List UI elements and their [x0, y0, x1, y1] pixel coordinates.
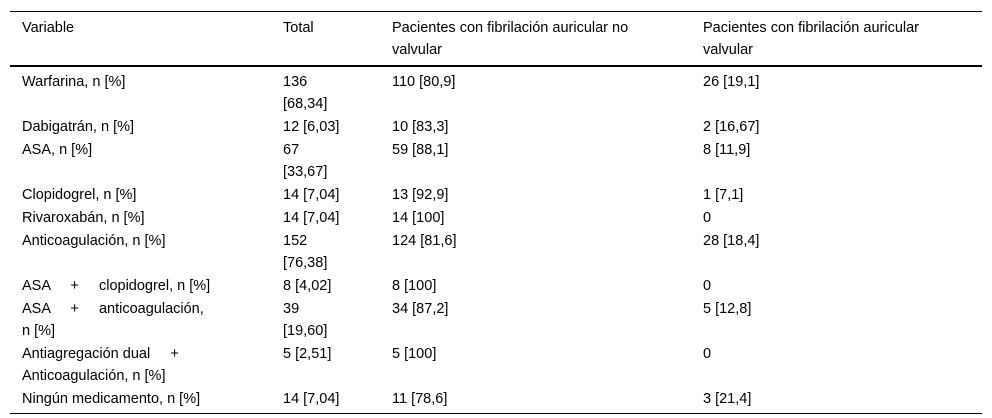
column-header-total: Total [283, 11, 392, 67]
cell-no-valvular: 124 [81,6] [392, 233, 457, 249]
table-row: ASA + anticoagulación, n [%] 39 [19,60] … [10, 297, 982, 342]
cell-valvular: 0 [703, 346, 712, 362]
table-row: Clopidogrel, n [%] 14 [7,04] 13 [92,9] 1… [10, 183, 982, 206]
header-row: Variable Total Pacientes con fibrilación… [10, 11, 982, 67]
column-header-variable: Variable [10, 11, 283, 67]
table-row: Anticoagulación, n [%] 152 [76,38] 124 [… [10, 229, 982, 274]
cell-valvular: 5 [12,8] [703, 301, 752, 317]
table-body: Warfarina, n [%] 136 [68,34] 110 [80,9] … [10, 66, 982, 414]
cell-variable: Anticoagulación, n [%] [22, 233, 166, 249]
cell-no-valvular: 11 [78,6] [392, 387, 703, 414]
table-row: Antiagregación dual + Anticoagulación, n… [10, 342, 982, 387]
cell-valvular: 0 [703, 210, 712, 226]
cell-total: 8 [4,02] [283, 278, 332, 294]
cell-valvular: 2 [16,67] [703, 119, 760, 135]
cell-total: 5 [2,51] [283, 346, 332, 362]
cell-variable: ASA, n [%] [22, 142, 93, 158]
cell-total: 39 [19,60] [283, 301, 328, 339]
cell-total: 12 [6,03] [283, 119, 340, 135]
cell-no-valvular: 34 [87,2] [392, 301, 449, 317]
cell-valvular: 28 [18,4] [703, 233, 760, 249]
cell-valvular: 0 [703, 278, 712, 294]
cell-total: 136 [68,34] [283, 74, 328, 112]
cell-variable: ASA + anticoagulación, n [%] [22, 301, 204, 339]
cell-variable: Ningún medicamento, n [%] [10, 387, 283, 414]
cell-no-valvular: 8 [100] [392, 278, 437, 294]
cell-total: 152 [76,38] [283, 233, 328, 271]
column-header-valvular: Pacientes con fibrilación auricular valv… [703, 11, 982, 67]
cell-variable: ASA + clopidogrel, n [%] [22, 278, 211, 294]
table-header: Variable Total Pacientes con fibrilación… [10, 11, 982, 67]
cell-valvular: 1 [7,1] [703, 187, 744, 203]
column-header-no-valvular: Pacientes con fibrilación auricular no v… [392, 11, 703, 67]
cell-total: 14 [7,04] [283, 210, 340, 226]
cell-valvular: 3 [21,4] [703, 387, 982, 414]
cell-variable: Dabigatrán, n [%] [22, 119, 135, 135]
table-row: Warfarina, n [%] 136 [68,34] 110 [80,9] … [10, 66, 982, 115]
cell-variable: Rivaroxabán, n [%] [22, 210, 145, 226]
table-row: ASA + clopidogrel, n [%] 8 [4,02] 8 [100… [10, 274, 982, 297]
table-row: Dabigatrán, n [%] 12 [6,03] 10 [83,3] 2 … [10, 115, 982, 138]
cell-variable: Clopidogrel, n [%] [22, 187, 137, 203]
cell-no-valvular: 110 [80,9] [392, 74, 456, 90]
cell-no-valvular: 13 [92,9] [392, 187, 449, 203]
medication-table: Variable Total Pacientes con fibrilación… [10, 11, 982, 414]
cell-no-valvular: 10 [83,3] [392, 119, 449, 135]
cell-variable: Antiagregación dual + Anticoagulación, n… [22, 346, 179, 384]
cell-total: 14 [7,04] [283, 187, 340, 203]
table-row: ASA, n [%] 67 [33,67] 59 [88,1] 8 [11,9] [10, 138, 982, 183]
cell-valvular: 8 [11,9] [703, 142, 751, 158]
cell-variable: Warfarina, n [%] [22, 74, 126, 90]
cell-no-valvular: 14 [100] [392, 210, 445, 226]
cell-no-valvular: 59 [88,1] [392, 142, 449, 158]
cell-total: 14 [7,04] [283, 387, 392, 414]
table-row: Ningún medicamento, n [%] 14 [7,04] 11 [… [10, 387, 982, 414]
cell-total: 67 [33,67] [283, 142, 328, 180]
table-row: Rivaroxabán, n [%] 14 [7,04] 14 [100] 0 [10, 206, 982, 229]
cell-valvular: 26 [19,1] [703, 74, 760, 90]
cell-no-valvular: 5 [100] [392, 346, 437, 362]
